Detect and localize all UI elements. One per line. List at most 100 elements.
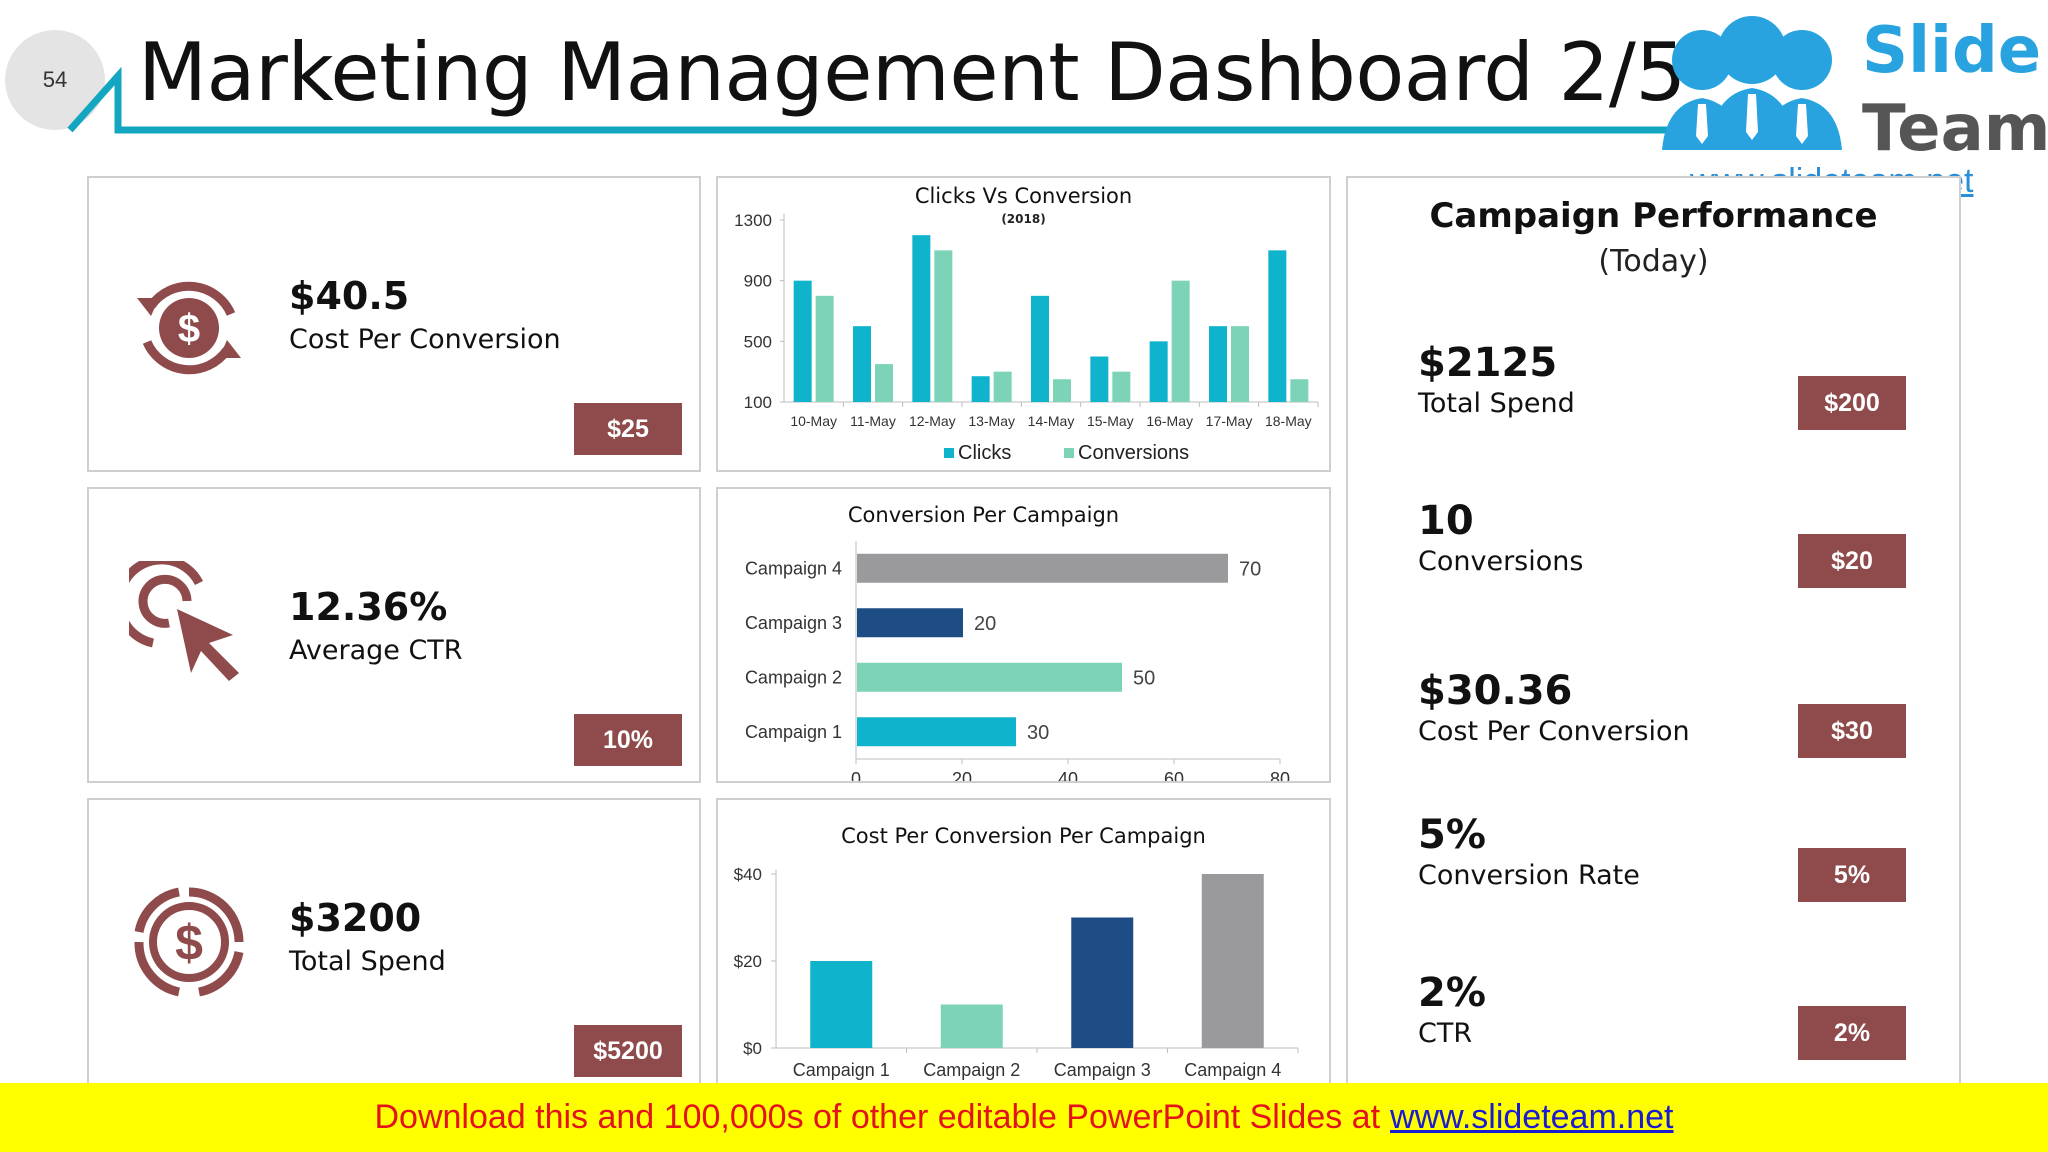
slideteam-logo [1662, 16, 1842, 150]
y-tick-label: 900 [744, 272, 772, 291]
kpi-label: Total Spend [289, 946, 446, 977]
data-label: 70 [1239, 558, 1261, 580]
chart-subtitle: (2018) [1001, 212, 1046, 226]
chart-card-clicks-vs-conversion: Clicks Vs Conversion (2018) 1300 900 500 10… [716, 176, 1331, 472]
perf-label: Conversion Rate [1418, 860, 1640, 891]
x-tick-label: Campaign 1 [793, 1060, 890, 1080]
bar-conversions-15-May [1112, 371, 1131, 402]
conversion-per-campaign-chart: 0 20 40 60 80 Campaign 4 70 Campaign 3 20 Campaig… [745, 541, 1290, 781]
bar-conversions-14-May [1053, 379, 1071, 402]
x-tick-label: 11-May [850, 413, 896, 429]
x-tick-label: Campaign 3 [1054, 1060, 1151, 1080]
data-label: 30 [1027, 722, 1049, 744]
bar-clicks-10-May [793, 280, 812, 402]
kpi-target-badge: 10% [574, 714, 682, 766]
kpi-value: 12.36% [289, 585, 448, 629]
x-tick-label: 40 [1058, 769, 1078, 781]
page-title: Marketing Management Dashboard 2/5 [138, 26, 1686, 119]
y-tick-label: $0 [743, 1039, 762, 1058]
legend-swatch-clicks [944, 448, 954, 458]
slide-number: 54 [5, 30, 105, 130]
y-tick-label: 100 [744, 393, 772, 412]
x-tick-label: 80 [1270, 769, 1290, 781]
dollar-cycle-icon: $ [137, 281, 241, 375]
perf-value: 2% [1418, 970, 1486, 1016]
kpi-target-badge: $25 [574, 403, 682, 455]
bar-campaign-2 [940, 1004, 1003, 1048]
campaign-performance-title: Campaign Performance [1429, 196, 1878, 236]
chart-card-cost-per-conversion-per-campaign: Cost Per Conversion Per Campaign $40 $20 $… [716, 798, 1331, 1098]
x-tick-label: 12-May [909, 413, 956, 429]
bar-conversions-18-May [1290, 379, 1309, 402]
x-tick-label: 60 [1164, 769, 1184, 781]
perf-label: Total Spend [1418, 388, 1575, 419]
kpi-value: $40.5 [289, 274, 410, 318]
x-tick-label: 10-May [790, 413, 837, 429]
campaign-performance-panel: Campaign Performance (Today) $2125 Total… [1346, 176, 1961, 1098]
dollar-circle-icon: $ [134, 887, 244, 997]
data-label: 20 [974, 613, 996, 635]
bar-conversions-11-May [875, 364, 893, 402]
download-banner: Download this and 100,000s of other edit… [0, 1083, 2048, 1152]
x-tick-label: Campaign 2 [923, 1060, 1020, 1080]
y-category-label: Campaign 4 [745, 558, 842, 578]
chart-card-conversion-per-campaign: Conversion Per Campaign 0 20 40 60 80 Campaig… [716, 487, 1331, 783]
bar-conversions-13-May [993, 371, 1012, 402]
people-icon [1662, 16, 1842, 150]
chart-title: Cost Per Conversion Per Campaign [841, 824, 1206, 848]
bar-campaign-1 [857, 717, 1016, 747]
bar-clicks-14-May [1031, 295, 1049, 402]
perf-badge: $30 [1798, 704, 1906, 758]
logo-text-team: Team [1862, 92, 2048, 166]
bar-conversions-12-May [934, 250, 953, 402]
legend-swatch-conversions [1064, 448, 1074, 458]
bar-clicks-12-May [912, 235, 931, 402]
bar-clicks-11-May [853, 326, 871, 402]
perf-label: Cost Per Conversion [1418, 716, 1690, 747]
y-category-label: Campaign 2 [745, 667, 842, 687]
bar-conversions-16-May [1171, 280, 1190, 402]
bar-campaign-4 [1201, 874, 1264, 1048]
y-tick-label: 1300 [734, 211, 772, 230]
y-tick-label: $40 [734, 865, 762, 884]
x-tick-label: Campaign 4 [1184, 1060, 1281, 1080]
clicks-vs-conversion-chart: 1300 900 500 100 10-May 11-May 12-May 13-May 14-… [734, 211, 1319, 464]
campaign-performance-subtitle: (Today) [1598, 244, 1709, 279]
bar-campaign-4 [857, 553, 1228, 583]
bar-campaign-3 [1071, 917, 1134, 1048]
bar-campaign-1 [810, 961, 873, 1048]
x-tick-label: 14-May [1028, 413, 1075, 429]
perf-label: CTR [1418, 1018, 1473, 1049]
perf-value: $30.36 [1418, 668, 1573, 714]
cursor-click-icon [129, 561, 239, 681]
bar-clicks-17-May [1209, 326, 1227, 402]
download-banner-text: Download this and 100,000s of other edit… [374, 1098, 1381, 1136]
bar-clicks-16-May [1149, 341, 1168, 402]
kpi-value: $3200 [289, 896, 422, 940]
svg-text:$: $ [178, 307, 200, 351]
bar-clicks-15-May [1090, 356, 1109, 402]
perf-badge: $20 [1798, 534, 1906, 588]
title-underline [67, 66, 1700, 134]
kpi-card-total-spend: $ $3200 Total Spend $5200 [87, 798, 701, 1098]
download-banner-link[interactable]: www.slideteam.net [1390, 1098, 1674, 1136]
perf-label: Conversions [1418, 546, 1584, 577]
y-category-label: Campaign 1 [745, 722, 842, 742]
logo-text-slide: Slide [1862, 14, 2042, 88]
x-tick-label: 15-May [1087, 413, 1134, 429]
bar-conversions-17-May [1231, 326, 1249, 402]
legend-label-conversions: Conversions [1078, 442, 1189, 464]
kpi-card-cost-per-conversion: $ $40.5 Cost Per Conversion $25 [87, 176, 701, 472]
perf-value: 5% [1418, 812, 1486, 858]
perf-value: 10 [1418, 498, 1474, 544]
x-tick-label: 13-May [968, 413, 1015, 429]
kpi-card-average-ctr: 12.36% Average CTR 10% [87, 487, 701, 783]
x-tick-label: 20 [952, 769, 972, 781]
kpi-label: Cost Per Conversion [289, 324, 561, 355]
x-tick-label: 18-May [1265, 413, 1312, 429]
kpi-target-badge: $5200 [574, 1025, 682, 1077]
y-tick-label: $20 [734, 952, 762, 971]
data-label: 50 [1133, 667, 1155, 689]
bar-clicks-13-May [971, 376, 990, 402]
bar-campaign-3 [857, 608, 963, 638]
